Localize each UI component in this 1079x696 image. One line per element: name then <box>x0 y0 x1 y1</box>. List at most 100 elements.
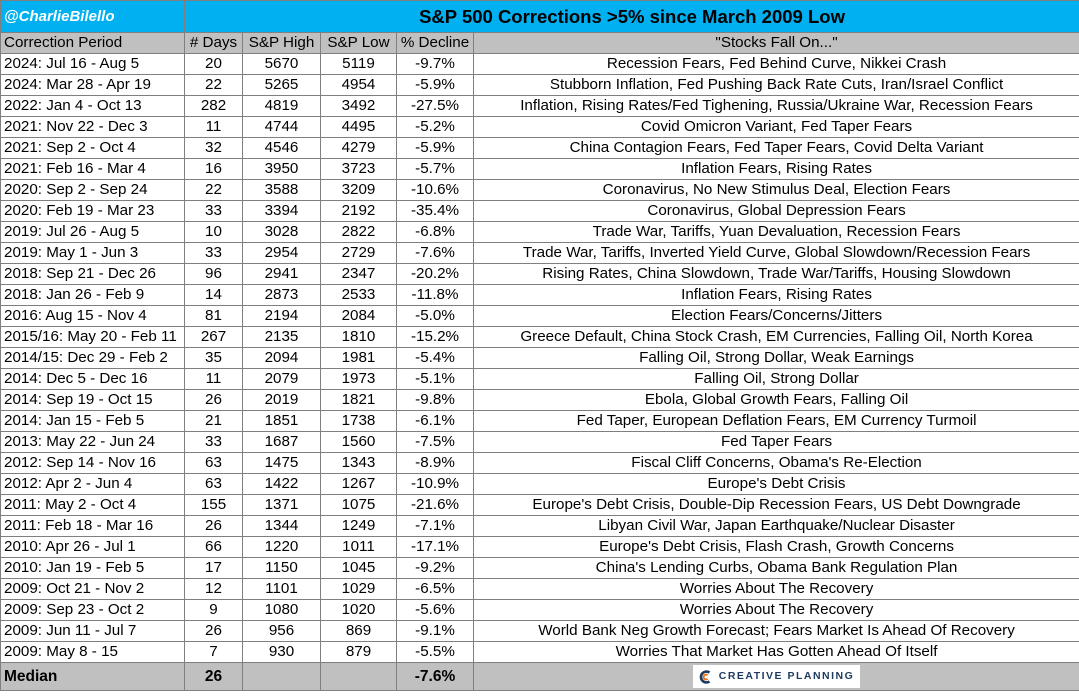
cell-days: 33 <box>184 242 243 264</box>
cell-cause: Recession Fears, Fed Behind Curve, Nikke… <box>472 53 1079 75</box>
cell-high: 1687 <box>242 431 321 453</box>
creative-planning-mark-icon <box>699 670 711 684</box>
cell-low: 1810 <box>320 326 397 348</box>
col-header-high: S&P High <box>242 32 321 54</box>
cell-high: 2194 <box>242 305 321 327</box>
cell-period: 2018: Sep 21 - Dec 26 <box>0 263 185 285</box>
cell-cause: Europe's Debt Crisis <box>472 473 1079 495</box>
cell-decline: -5.0% <box>396 305 474 327</box>
logo-text: CREATIVE PLANNING <box>718 670 855 683</box>
cell-days: 22 <box>184 179 243 201</box>
cell-cause: Europe's Debt Crisis, Double-Dip Recessi… <box>472 494 1079 516</box>
table-row: 2021: Nov 22 - Dec 3 11 4744 4495 -5.2% Covid… <box>0 116 1079 138</box>
cell-period: 2010: Jan 19 - Feb 5 <box>0 557 185 579</box>
cell-decline: -7.1% <box>396 515 474 537</box>
cell-high: 2941 <box>242 263 321 285</box>
cell-period: 2015/16: May 20 - Feb 11 <box>0 326 185 348</box>
cell-period: 2014: Sep 19 - Oct 15 <box>0 389 185 411</box>
table-row: 2010: Apr 26 - Jul 1 66 1220 1011 -17.1% Euro… <box>0 536 1079 558</box>
cell-high: 3028 <box>242 221 321 243</box>
cell-low: 2822 <box>320 221 397 243</box>
median-row: Median 26 -7.6% CREATIVE PLANNING <box>0 662 1079 691</box>
cell-period: 2019: May 1 - Jun 3 <box>0 242 185 264</box>
cell-low: 2192 <box>320 200 397 222</box>
table-row: 2021: Sep 2 - Oct 4 32 4546 4279 -5.9% China … <box>0 137 1079 159</box>
cell-decline: -5.2% <box>396 116 474 138</box>
cell-cause: Coronavirus, Global Depression Fears <box>472 200 1079 222</box>
cell-days: 267 <box>184 326 243 348</box>
median-days: 26 <box>184 662 243 691</box>
cell-period: 2011: May 2 - Oct 4 <box>0 494 185 516</box>
cell-high: 1150 <box>242 557 321 579</box>
cell-decline: -6.5% <box>396 578 474 600</box>
table-row: 2022: Jan 4 - Oct 13 282 4819 3492 -27.5% Inf… <box>0 95 1079 117</box>
table-row: 2015/16: May 20 - Feb 11 267 2135 1810 -15.2… <box>0 326 1079 348</box>
cell-period: 2012: Apr 2 - Jun 4 <box>0 473 185 495</box>
cell-high: 1220 <box>242 536 321 558</box>
cell-decline: -5.9% <box>396 137 474 159</box>
cell-decline: -7.5% <box>396 431 474 453</box>
cell-low: 1249 <box>320 515 397 537</box>
col-header-days: # Days <box>184 32 243 54</box>
table-row: 2012: Apr 2 - Jun 4 63 1422 1267 -10.9% Europ… <box>0 473 1079 495</box>
table-row: 2009: May 8 - 15 7 930 879 -5.5% Worries That… <box>0 641 1079 663</box>
cell-period: 2024: Jul 16 - Aug 5 <box>0 53 185 75</box>
table-row: 2024: Mar 28 - Apr 19 22 5265 4954 -5.9% Stub… <box>0 74 1079 96</box>
cell-period: 2019: Jul 26 - Aug 5 <box>0 221 185 243</box>
cell-low: 1738 <box>320 410 397 432</box>
cell-days: 33 <box>184 200 243 222</box>
cell-decline: -6.1% <box>396 410 474 432</box>
cell-decline: -9.7% <box>396 53 474 75</box>
cell-high: 1101 <box>242 578 321 600</box>
author-handle: @CharlieBilello <box>0 0 185 33</box>
cell-period: 2009: Jun 11 - Jul 7 <box>0 620 185 642</box>
cell-cause: Coronavirus, No New Stimulus Deal, Elect… <box>472 179 1079 201</box>
table-row: 2024: Jul 16 - Aug 5 20 5670 5119 -9.7% Reces… <box>0 53 1079 75</box>
cell-period: 2020: Feb 19 - Mar 23 <box>0 200 185 222</box>
cell-period: 2016: Aug 15 - Nov 4 <box>0 305 185 327</box>
cell-low: 879 <box>320 641 397 663</box>
cell-days: 17 <box>184 557 243 579</box>
cell-low: 4495 <box>320 116 397 138</box>
cell-low: 1267 <box>320 473 397 495</box>
cell-period: 2024: Mar 28 - Apr 19 <box>0 74 185 96</box>
cell-period: 2022: Jan 4 - Oct 13 <box>0 95 185 117</box>
median-high-empty <box>242 662 321 691</box>
cell-high: 3394 <box>242 200 321 222</box>
cell-high: 2094 <box>242 347 321 369</box>
table-row: 2010: Jan 19 - Feb 5 17 1150 1045 -9.2% China… <box>0 557 1079 579</box>
cell-high: 1344 <box>242 515 321 537</box>
cell-decline: -27.5% <box>396 95 474 117</box>
cell-days: 26 <box>184 515 243 537</box>
cell-days: 11 <box>184 368 243 390</box>
table-row: 2018: Sep 21 - Dec 26 96 2941 2347 -20.2% Ris… <box>0 263 1079 285</box>
table-row: 2012: Sep 14 - Nov 16 63 1475 1343 -8.9% Fisc… <box>0 452 1079 474</box>
cell-period: 2013: May 22 - Jun 24 <box>0 431 185 453</box>
cell-high: 1851 <box>242 410 321 432</box>
col-header-period: Correction Period <box>0 32 185 54</box>
table-row: 2014: Jan 15 - Feb 5 21 1851 1738 -6.1% Fed T… <box>0 410 1079 432</box>
cell-cause: Covid Omicron Variant, Fed Taper Fears <box>472 116 1079 138</box>
cell-cause: Greece Default, China Stock Crash, EM Cu… <box>472 326 1079 348</box>
cell-days: 9 <box>184 599 243 621</box>
cell-high: 1475 <box>242 452 321 474</box>
cell-high: 2019 <box>242 389 321 411</box>
cell-low: 869 <box>320 620 397 642</box>
title-row: @CharlieBilello S&P 500 Corrections >5% … <box>0 0 1079 33</box>
cell-days: 63 <box>184 473 243 495</box>
cell-days: 7 <box>184 641 243 663</box>
cell-decline: -20.2% <box>396 263 474 285</box>
table-row: 2009: Jun 11 - Jul 7 26 956 869 -9.1% World B… <box>0 620 1079 642</box>
cell-period: 2009: May 8 - 15 <box>0 641 185 663</box>
median-label: Median <box>0 662 185 691</box>
cell-low: 1011 <box>320 536 397 558</box>
cell-decline: -10.9% <box>396 473 474 495</box>
col-header-cause: "Stocks Fall On..." <box>472 32 1079 54</box>
cell-decline: -9.8% <box>396 389 474 411</box>
cell-low: 1029 <box>320 578 397 600</box>
cell-low: 2347 <box>320 263 397 285</box>
cell-cause: Trade War, Tariffs, Inverted Yield Curve… <box>472 242 1079 264</box>
cell-decline: -7.6% <box>396 242 474 264</box>
cell-low: 1075 <box>320 494 397 516</box>
